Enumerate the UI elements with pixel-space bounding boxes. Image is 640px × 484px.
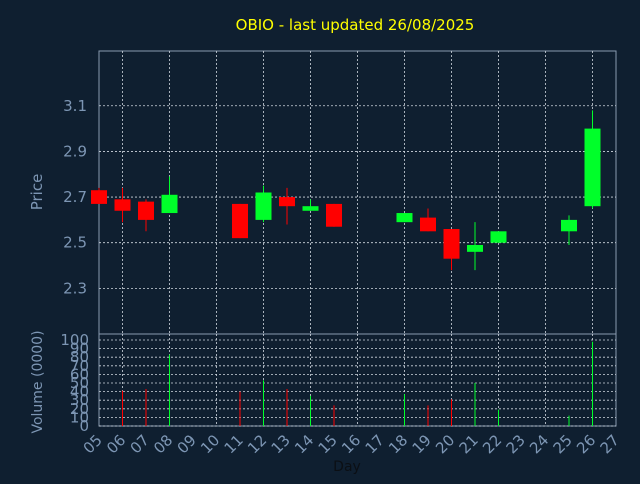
candle-body bbox=[232, 203, 248, 239]
candle-body bbox=[91, 190, 107, 204]
price-tick-label: 2.3 bbox=[63, 279, 87, 297]
volume-tick-label: 80 bbox=[70, 348, 89, 366]
chart-title: OBIO - last updated 26/08/2025 bbox=[236, 16, 475, 34]
volume-tick-label: 90 bbox=[70, 340, 89, 358]
volume-tick-label: 40 bbox=[70, 383, 89, 401]
candle-body bbox=[467, 244, 483, 252]
volume-tick-label: 0 bbox=[79, 417, 89, 435]
volume-tick-label: 60 bbox=[70, 365, 89, 383]
candle-body bbox=[396, 213, 413, 223]
volume-tick-label: 20 bbox=[70, 400, 89, 418]
x-axis-ticks: 0506070809101112131415161718192021222324… bbox=[80, 431, 623, 457]
price-tick-label: 2.5 bbox=[63, 234, 87, 252]
volume-tick-label: 70 bbox=[70, 357, 89, 375]
candle-body bbox=[326, 203, 342, 227]
price-panel: 2.3 2.5 2.7 2.9 3.1 bbox=[63, 50, 617, 335]
volume-axis-label: Volume (0000) bbox=[30, 330, 46, 433]
x-axis-label: Day bbox=[333, 459, 361, 475]
volume-tick-label: 10 bbox=[70, 408, 89, 426]
volume-tick-label: 30 bbox=[70, 391, 89, 409]
price-axis-label: Price bbox=[28, 174, 46, 211]
price-tick-label: 2.7 bbox=[63, 188, 87, 206]
candle-body bbox=[279, 197, 295, 207]
price-tick-label: 3.1 bbox=[63, 97, 87, 115]
volume-tick-label: 50 bbox=[70, 374, 89, 392]
price-tick-label: 2.9 bbox=[63, 142, 87, 160]
candle-body bbox=[584, 128, 601, 207]
candle-body bbox=[138, 201, 154, 220]
candle-body bbox=[114, 199, 131, 211]
candle-body bbox=[302, 206, 319, 211]
candle-body bbox=[161, 194, 178, 214]
candle-body bbox=[561, 219, 577, 232]
candle-body bbox=[255, 192, 272, 220]
volume-tick-label: 100 bbox=[60, 331, 89, 349]
candle-body bbox=[443, 229, 460, 259]
candle-body bbox=[490, 231, 507, 243]
candle-body bbox=[420, 217, 436, 232]
